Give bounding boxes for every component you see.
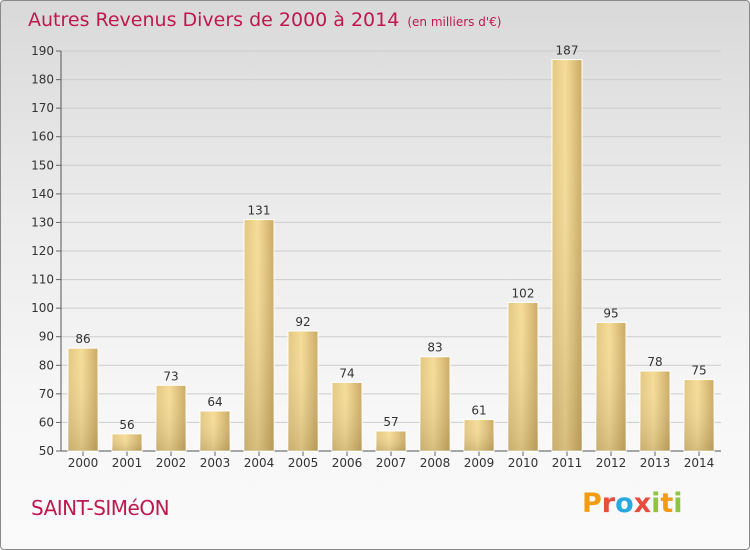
x-tick-label: 2005: [288, 456, 319, 470]
chart-title: Autres Revenus Divers de 2000 à 2014 (en …: [28, 9, 501, 31]
bar-shade: [112, 433, 142, 451]
y-tick-label: 70: [39, 387, 54, 401]
y-tick-label: 90: [39, 330, 54, 344]
x-tick-label: 2004: [244, 456, 275, 470]
bar-shade: [68, 348, 98, 451]
x-tick-label: 2010: [508, 456, 539, 470]
y-tick-label: 170: [31, 101, 54, 115]
x-tick-label: 2013: [640, 456, 671, 470]
x-tick-label: 2002: [156, 456, 187, 470]
bar-shade: [552, 59, 582, 451]
y-tick-label: 140: [31, 187, 54, 201]
x-tick-label: 2000: [68, 456, 99, 470]
data-label: 61: [471, 404, 486, 418]
data-label: 78: [647, 355, 662, 369]
y-tick-label: 130: [31, 215, 54, 229]
bar-shade: [200, 411, 230, 451]
x-tick-label: 2009: [464, 456, 495, 470]
y-tick-label: 160: [31, 130, 54, 144]
x-tick-label: 2011: [552, 456, 583, 470]
data-label: 74: [339, 366, 354, 380]
data-label: 83: [427, 341, 442, 355]
brand-letter: r: [601, 488, 616, 519]
bar-shade: [640, 371, 670, 451]
y-tick-label: 120: [31, 244, 54, 258]
bar-shade: [288, 331, 318, 451]
brand-logo: Proxiti: [582, 488, 683, 519]
x-tick-label: 2003: [200, 456, 231, 470]
y-tick-label: 110: [31, 273, 54, 287]
y-tick-label: 50: [39, 444, 54, 458]
data-label: 131: [248, 204, 271, 218]
x-tick-label: 2014: [684, 456, 715, 470]
y-tick-label: 190: [31, 44, 54, 58]
brand-letter: o: [615, 488, 634, 519]
data-label: 187: [556, 44, 579, 58]
chart-title-text: Autres Revenus Divers de 2000 à 2014: [28, 9, 400, 31]
data-label: 92: [295, 315, 310, 329]
bar-shade: [420, 356, 450, 451]
y-tick-label: 180: [31, 73, 54, 87]
data-label: 56: [119, 418, 134, 432]
brand-letter: t: [660, 488, 674, 519]
data-label: 86: [75, 332, 90, 346]
data-label: 102: [512, 286, 535, 300]
data-label: 64: [207, 395, 222, 409]
chart-unit: (en milliers d'€): [407, 15, 502, 29]
brand-letter: x: [633, 488, 652, 519]
value-labels: 86 56 73 64 131 92 74 57 83 61 102 187 95 78 75: [75, 44, 706, 432]
bar-shade: [244, 219, 274, 451]
x-tick-label: 2007: [376, 456, 407, 470]
bar-shade: [376, 431, 406, 451]
bar-shade: [684, 379, 714, 451]
bar-shade: [596, 322, 626, 451]
commune-name: SAINT-SIMéON: [31, 496, 170, 520]
x-tick-label: 2006: [332, 456, 363, 470]
y-tick-label: 150: [31, 158, 54, 172]
brand-letter: i: [673, 488, 683, 519]
bar-shade: [156, 385, 186, 451]
data-label: 95: [603, 306, 618, 320]
data-label: 75: [691, 364, 706, 378]
data-label: 57: [383, 415, 398, 429]
y-tick-label: 60: [39, 415, 54, 429]
bar-shade: [464, 419, 494, 451]
data-label: 73: [163, 369, 178, 383]
x-tick-label: 2012: [596, 456, 627, 470]
brand-letter: i: [651, 488, 661, 519]
y-tick-label: 100: [31, 301, 54, 315]
bars: [67, 59, 715, 452]
y-tick-label: 80: [39, 358, 54, 372]
brand-letter: P: [582, 488, 602, 519]
bar-shade: [508, 302, 538, 451]
x-tick-label: 2001: [112, 456, 143, 470]
x-tick-label: 2008: [420, 456, 451, 470]
bar-shade: [332, 382, 362, 451]
